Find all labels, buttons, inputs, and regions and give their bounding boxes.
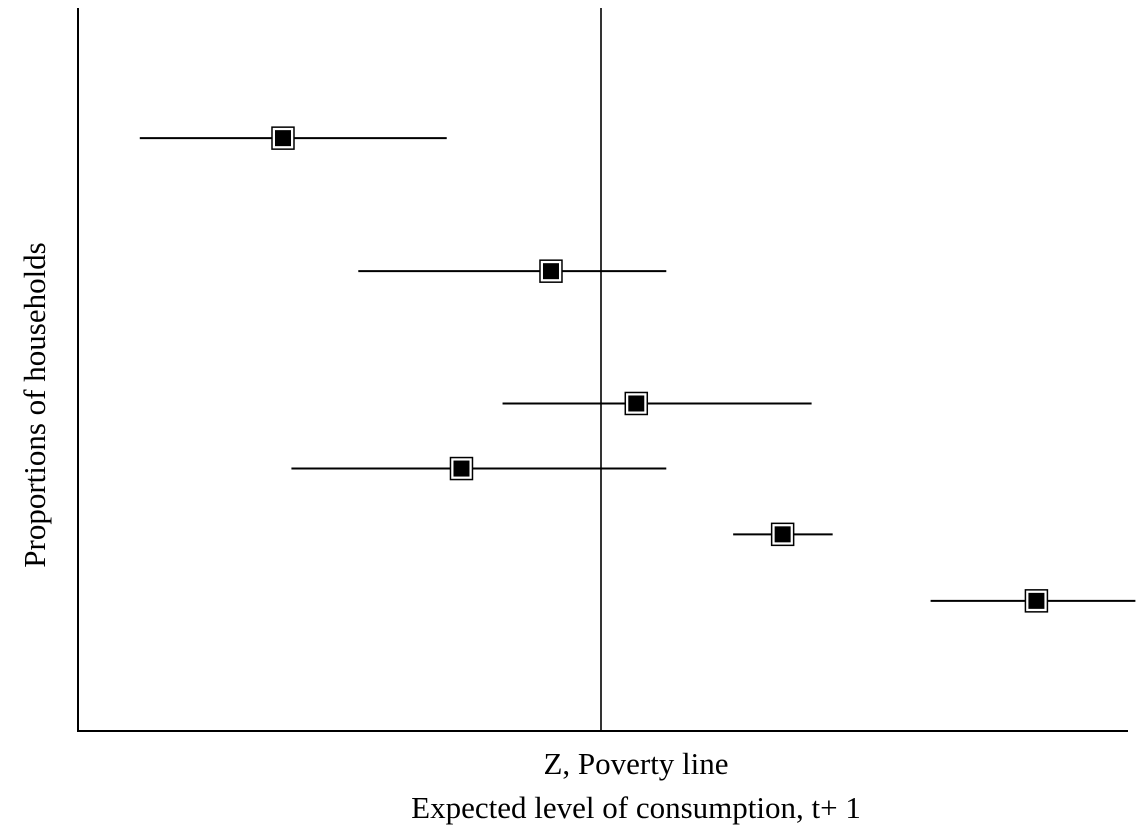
data-marks	[139, 126, 1136, 613]
data-point-fill-6	[1028, 592, 1045, 609]
data-point-fill-5	[774, 526, 791, 543]
data-point-fill-1	[274, 130, 291, 147]
x-axis-label: Expected level of consumption, t+ 1	[411, 790, 861, 825]
data-point-fill-4	[453, 460, 470, 477]
data-point-fill-2	[542, 263, 559, 280]
data-point-fill-3	[628, 395, 645, 412]
poverty-line-label: Z, Poverty line	[543, 746, 728, 781]
y-axis-label: Proportions of households	[17, 242, 52, 568]
